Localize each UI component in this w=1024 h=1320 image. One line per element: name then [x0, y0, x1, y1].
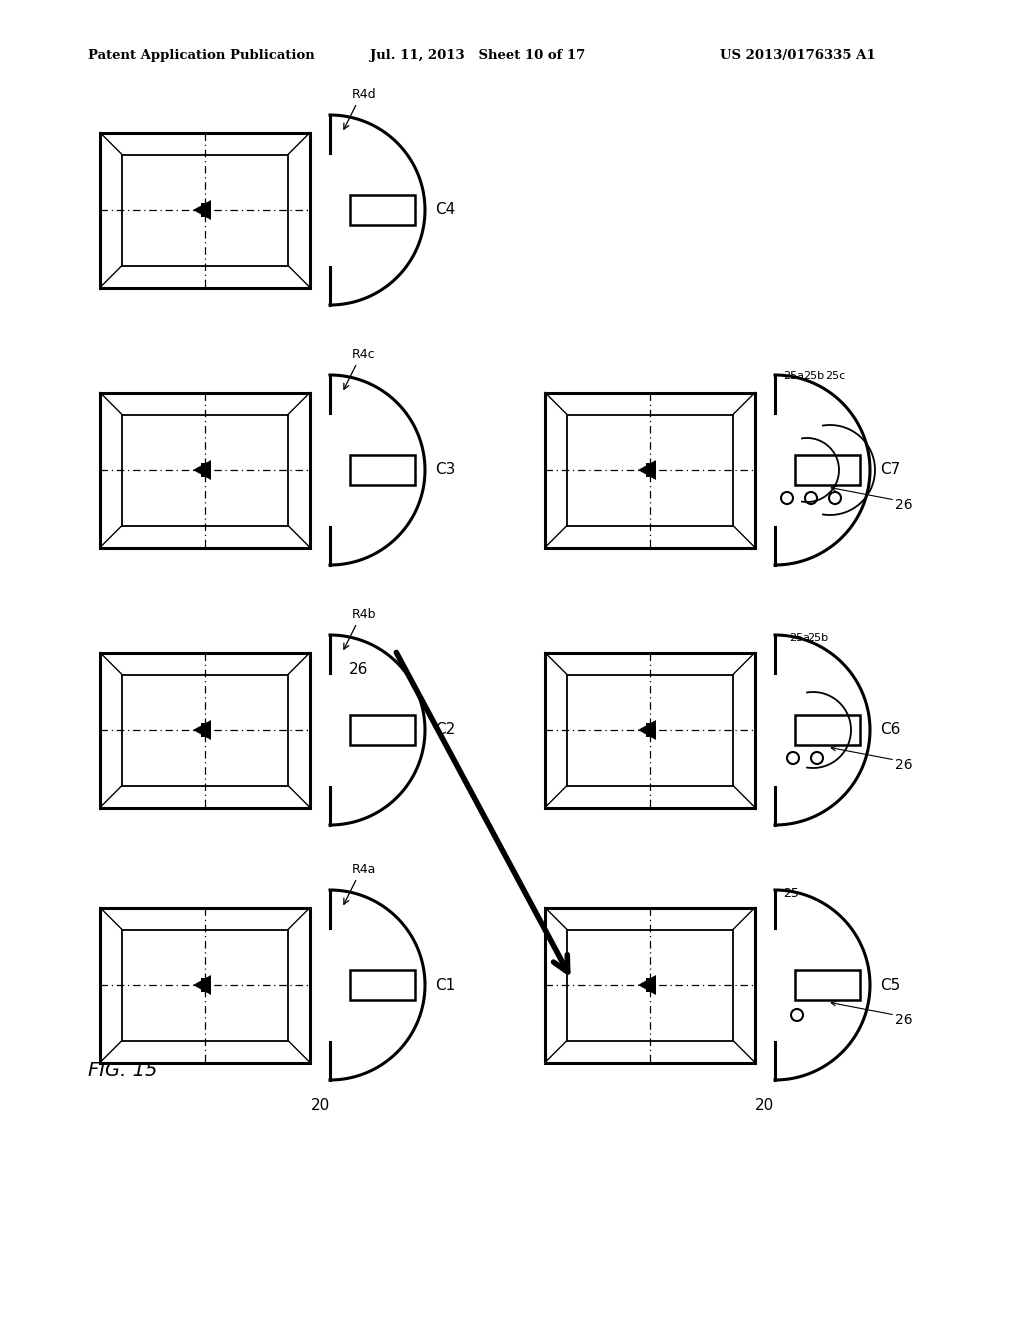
Bar [350, 455, 415, 484]
Text: 20: 20 [310, 1098, 330, 1113]
Text: 26: 26 [348, 663, 368, 677]
Text: Jul. 11, 2013   Sheet 10 of 17: Jul. 11, 2013 Sheet 10 of 17 [370, 49, 586, 62]
Bar [646, 463, 656, 477]
Polygon shape [638, 719, 656, 741]
Text: R4d: R4d [352, 88, 377, 102]
Bar [100, 652, 310, 808]
Text: C3: C3 [435, 462, 456, 478]
Text: 25c: 25c [825, 371, 845, 381]
Text: US 2013/0176335 A1: US 2013/0176335 A1 [720, 49, 876, 62]
Bar [201, 723, 211, 737]
Bar [201, 978, 211, 993]
Bar [350, 970, 415, 1001]
Bar [122, 154, 288, 265]
Polygon shape [193, 459, 211, 480]
Text: 25b: 25b [803, 371, 824, 381]
Text: C7: C7 [880, 462, 900, 478]
Bar [567, 414, 733, 525]
Text: 25a: 25a [790, 634, 810, 643]
Text: C4: C4 [435, 202, 456, 218]
Bar [795, 715, 860, 744]
Bar [795, 455, 860, 484]
Bar [350, 715, 415, 744]
Text: C2: C2 [435, 722, 456, 738]
Polygon shape [638, 975, 656, 995]
Bar [567, 675, 733, 785]
Bar [100, 908, 310, 1063]
Text: R4a: R4a [352, 863, 377, 876]
Text: 20: 20 [756, 1098, 774, 1113]
Text: C6: C6 [880, 722, 900, 738]
Text: 25b: 25b [807, 634, 828, 643]
Text: 25a: 25a [783, 371, 804, 381]
Bar [201, 203, 211, 216]
Text: C1: C1 [435, 978, 456, 993]
Text: Patent Application Publication: Patent Application Publication [88, 49, 314, 62]
Bar [545, 392, 755, 548]
Bar [567, 929, 733, 1040]
Text: R4c: R4c [352, 348, 376, 360]
Bar [201, 463, 211, 477]
Text: 25: 25 [783, 887, 799, 900]
Polygon shape [638, 459, 656, 480]
Text: 26: 26 [895, 758, 912, 772]
Bar [122, 675, 288, 785]
Bar [795, 970, 860, 1001]
Bar [545, 908, 755, 1063]
Bar [646, 978, 656, 993]
Bar [122, 929, 288, 1040]
Bar [545, 652, 755, 808]
Text: C5: C5 [880, 978, 900, 993]
Bar [122, 414, 288, 525]
Bar [100, 392, 310, 548]
Text: R4b: R4b [352, 609, 377, 620]
Polygon shape [193, 975, 211, 995]
Polygon shape [193, 201, 211, 220]
Text: FIG. 15: FIG. 15 [88, 1060, 158, 1080]
Text: 26: 26 [895, 498, 912, 512]
Bar [100, 132, 310, 288]
Bar [646, 723, 656, 737]
Text: 26: 26 [895, 1012, 912, 1027]
Bar [350, 195, 415, 224]
Polygon shape [193, 719, 211, 741]
